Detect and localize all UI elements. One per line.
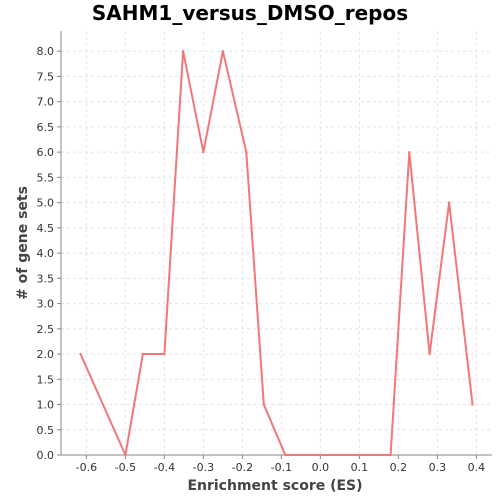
x-tick-label: -0.4 [154,461,175,474]
x-tick-label: -0.2 [232,461,253,474]
y-tick-label: 3.0 [37,298,55,311]
x-tick-label: -0.3 [193,461,214,474]
x-tick-label: 0.2 [390,461,408,474]
data-point [79,352,82,356]
y-axis-label: # of gene sets [15,186,31,300]
data-point [447,201,451,204]
data-point [124,453,127,457]
y-tick-label: 4.5 [37,222,55,235]
y-tick-label: 1.0 [37,399,55,412]
data-point [389,453,392,457]
y-tick-label: 8.0 [37,45,55,58]
x-tick-label: -0.5 [115,461,136,474]
x-tick-label: -0.1 [271,461,292,474]
y-tick-label: 6.0 [37,146,55,159]
x-axis-ticks: -0.6 -0.5 -0.4 -0.3 -0.2 -0.1 0.0 0.1 0.2 0.3 0.4 [76,455,486,474]
y-tick-label: 2.5 [37,323,55,336]
data-point [221,49,225,53]
x-tick-label: 0.3 [429,461,447,474]
chart-title: SAHM1_versus_DMSO_repos [92,1,408,25]
x-axis-label: Enrichment score (ES) [187,478,362,494]
y-tick-label: 6.5 [37,121,55,134]
data-point [141,352,145,356]
x-tick-label: 0.0 [312,461,330,474]
y-tick-label: 2.0 [37,348,55,361]
series-line [79,50,474,459]
y-tick-label: 1.5 [37,373,55,386]
y-tick-label: 4.0 [37,247,55,260]
data-point [245,150,248,154]
data-point [471,403,474,406]
data-point [202,150,205,154]
data-point [428,352,431,356]
data-point [408,150,411,154]
y-tick-label: 5.5 [37,171,55,184]
data-point [284,453,287,457]
y-tick-label: 0.5 [37,424,55,437]
y-tick-label: 7.0 [37,96,55,109]
data-point [262,403,266,406]
data-point [163,352,166,356]
data-point [319,453,322,457]
x-tick-label: -0.6 [76,461,97,474]
y-tick-label: 3.5 [37,272,55,285]
data-point [181,49,185,53]
series-layer [79,49,474,459]
y-tick-label: 7.5 [37,70,55,83]
y-tick-label: 0.0 [37,449,55,462]
y-tick-label: 5.0 [37,197,55,210]
gridlines [61,31,492,456]
y-axis-ticks: 0.0 0.5 1.0 1.5 2.0 2.5 3.0 3.5 4.0 4.5 5.0 5.5 6.0 6… [37,45,61,462]
x-tick-label: 0.4 [468,461,486,474]
x-tick-label: 0.1 [351,461,369,474]
